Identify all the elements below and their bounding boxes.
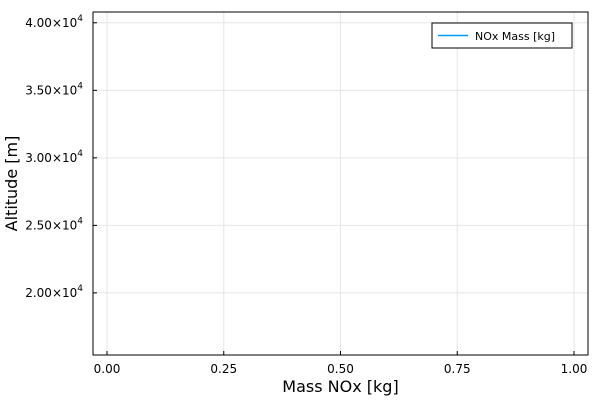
x-tick-label: 0.75: [444, 362, 471, 376]
y-axis-ticks: 2.00×104 2.50×104 3.00×104 3.50×104 4.00×104: [25, 14, 97, 300]
y-tick-label: 4.00×104: [25, 14, 83, 30]
legend-entry: NOx Mass [kg]: [475, 30, 555, 43]
x-tick-label: 0.50: [327, 362, 354, 376]
x-tick-label: 0.25: [210, 362, 237, 376]
y-tick-label: 3.00×104: [25, 149, 83, 165]
x-tick-label: 0.00: [94, 362, 121, 376]
x-tick-label: 1.00: [561, 362, 588, 376]
grid: [92, 12, 588, 356]
y-tick-label: 3.50×104: [25, 81, 83, 97]
x-axis-label: Mass NOx [kg]: [282, 377, 398, 396]
y-tick-label: 2.00×104: [25, 284, 83, 300]
y-axis-label: Altitude [m]: [2, 136, 21, 232]
x-axis-ticks: 0.00 0.25 0.50 0.75 1.00: [94, 351, 588, 376]
y-tick-label: 2.50×104: [25, 216, 83, 232]
legend: NOx Mass [kg]: [431, 22, 573, 49]
